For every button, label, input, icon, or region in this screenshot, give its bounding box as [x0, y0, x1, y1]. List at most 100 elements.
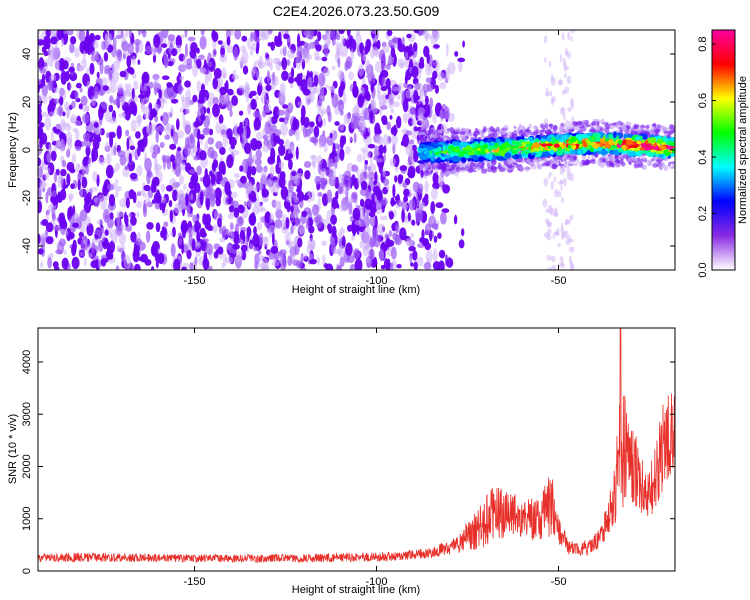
- noise-dot: [157, 125, 165, 133]
- noise-dot: [188, 231, 193, 246]
- noise-dot: [177, 83, 183, 95]
- signal-halo-dot: [568, 156, 572, 160]
- noise-dot: [424, 180, 429, 193]
- signal-halo-dot: [651, 163, 656, 168]
- noise-dot: [155, 222, 161, 233]
- noise-dot: [54, 44, 59, 56]
- signal-halo-dot: [501, 131, 507, 136]
- noise-dot: [202, 257, 210, 270]
- noise-dot: [346, 60, 351, 68]
- signal-halo-dot: [637, 129, 642, 133]
- noise-dot: [346, 39, 350, 49]
- noise-dot: [50, 48, 56, 55]
- noise-dot: [105, 141, 109, 151]
- signal-halo-dot: [552, 125, 558, 132]
- noise-dot: [182, 111, 186, 121]
- noise-dot: [338, 30, 345, 35]
- noise-dot: [44, 59, 49, 71]
- noise-dot: [99, 59, 104, 75]
- noise-dot: [309, 121, 315, 128]
- noise-dot: [249, 90, 257, 97]
- noise-dot: [59, 215, 66, 230]
- noise-dot: [292, 117, 297, 131]
- signal-halo-dot: [672, 126, 675, 132]
- noise-dot: [364, 90, 370, 99]
- noise-dot: [205, 243, 213, 255]
- signal-blob: [669, 153, 675, 157]
- noise-dot: [288, 128, 293, 137]
- noise-dot: [273, 106, 280, 120]
- signal-blob: [503, 143, 509, 146]
- noise-dot: [53, 128, 61, 134]
- signal-halo-dot: [498, 162, 501, 168]
- noise-dot: [408, 43, 413, 57]
- noise-dot: [559, 54, 563, 63]
- noise-dot: [192, 94, 198, 103]
- noise-dot: [197, 139, 200, 152]
- signal-blob: [534, 139, 541, 143]
- noise-dot: [81, 176, 88, 189]
- noise-dot: [204, 73, 209, 86]
- signal-halo-dot: [612, 163, 615, 168]
- signal-blob: [667, 137, 673, 141]
- noise-dot: [345, 112, 351, 123]
- signal-halo-dot: [572, 155, 577, 161]
- signal-halo-dot: [602, 158, 607, 163]
- noise-dot: [170, 243, 176, 257]
- noise-dot: [419, 56, 424, 66]
- noise-dot: [170, 107, 174, 116]
- signal-halo-dot: [628, 157, 631, 161]
- signal-blob: [444, 154, 451, 159]
- x-tick-label: -150: [184, 576, 206, 588]
- signal-blob: [417, 160, 425, 164]
- noise-dot: [227, 198, 232, 204]
- noise-dot: [134, 38, 141, 46]
- noise-dot: [136, 200, 143, 209]
- signal-halo-dot: [454, 127, 458, 133]
- noise-dot: [418, 30, 426, 36]
- noise-dot: [40, 261, 44, 268]
- noise-dot: [544, 118, 549, 126]
- signal-blob: [597, 146, 602, 152]
- noise-dot: [109, 117, 117, 124]
- noise-dot: [48, 143, 52, 153]
- signal-blob: [587, 137, 593, 141]
- signal-halo-dot: [515, 129, 520, 135]
- noise-dot: [563, 113, 566, 121]
- noise-dot: [158, 88, 162, 99]
- noise-dot: [561, 89, 567, 95]
- noise-dot: [302, 194, 309, 201]
- noise-dot: [189, 262, 194, 270]
- noise-dot: [238, 216, 243, 225]
- noise-dot: [144, 157, 152, 172]
- signal-halo-dot: [474, 127, 478, 132]
- signal-blob: [575, 134, 582, 139]
- noise-dot: [45, 209, 50, 216]
- noise-dot: [233, 46, 239, 61]
- noise-dot: [434, 84, 439, 94]
- noise-dot: [256, 70, 260, 79]
- noise-dot: [186, 207, 191, 219]
- noise-dot: [259, 216, 264, 222]
- noise-dot: [200, 113, 206, 122]
- noise-dot: [136, 165, 143, 177]
- noise-dot: [337, 231, 343, 242]
- noise-dot: [194, 256, 198, 266]
- noise-dot: [181, 241, 185, 255]
- noise-dot: [146, 171, 153, 178]
- noise-dot: [67, 137, 73, 151]
- noise-dot: [397, 94, 401, 100]
- noise-dot: [278, 176, 286, 189]
- noise-dot: [270, 245, 279, 254]
- noise-dot: [250, 165, 257, 176]
- signal-blob: [570, 136, 577, 143]
- noise-dot: [169, 209, 174, 223]
- noise-dot: [349, 264, 356, 270]
- signal-halo-dot: [613, 162, 619, 168]
- noise-dot: [101, 40, 106, 51]
- noise-dot: [371, 81, 374, 94]
- noise-dot: [343, 92, 347, 104]
- noise-dot: [249, 46, 254, 56]
